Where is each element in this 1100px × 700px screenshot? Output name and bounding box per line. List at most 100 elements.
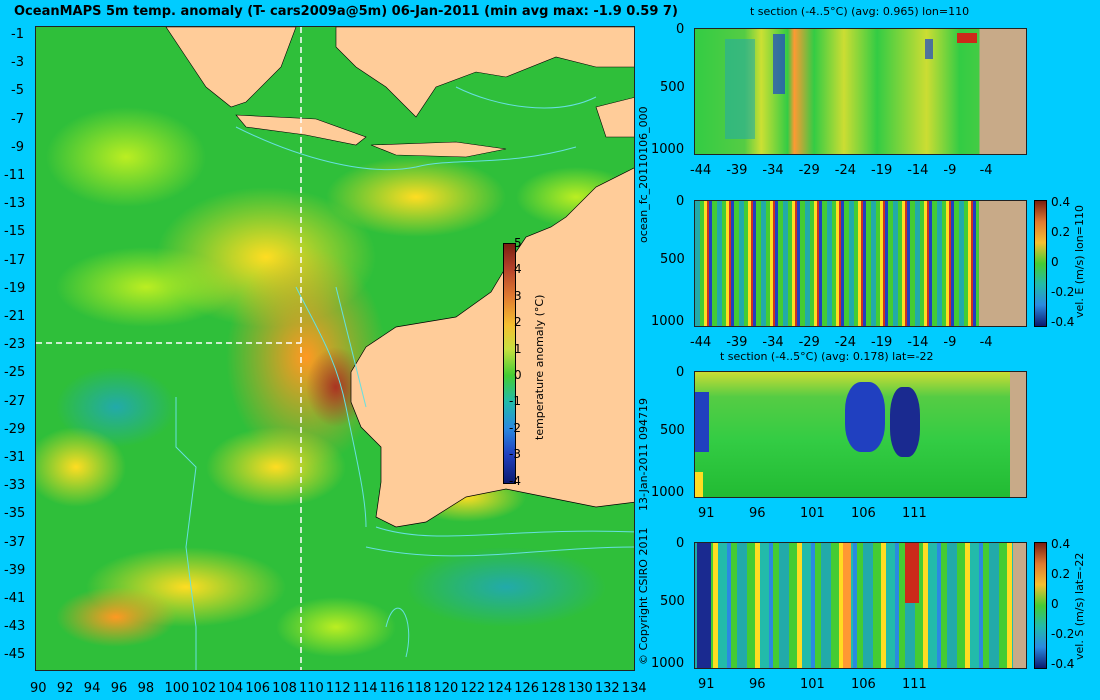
map-lat-tick: -37 (4, 534, 26, 550)
map-lat-tick: -31 (4, 450, 26, 465)
map-lat-tick: -43 (4, 619, 26, 635)
timestamp-label: 13-Jan-2011 094719 (637, 398, 650, 511)
map-lon-tick: 112 (325, 681, 351, 696)
section-depth-tick: 500 (660, 252, 685, 267)
temp-section-lon110 (694, 28, 1027, 155)
section-depth-tick: 1000 (651, 656, 685, 671)
temperature-colorbar-tick: -3 (509, 447, 521, 462)
section-axis-tick: 96 (749, 506, 766, 521)
section-axis-tick: -39 (726, 335, 748, 350)
section-colorbar-tick: 0.2 (1051, 225, 1071, 239)
temperature-colorbar-tick: 0 (514, 368, 522, 382)
map-lat-tick: -33 (4, 478, 26, 494)
map-lat-tick: -35 (4, 506, 26, 522)
temperature-colorbar-tick: -2 (509, 420, 521, 435)
map-lon-tick: 124 (487, 681, 513, 696)
section-axis-tick: -4 (979, 335, 993, 350)
section-depth-tick: 0 (676, 365, 685, 380)
vel-s-colorbar-label: vel. S (m/s) lat=-22 (1073, 552, 1086, 660)
map-lon-tick: 98 (137, 681, 155, 696)
map-lon-tick: 100 (164, 681, 190, 696)
section-colorbar-tick: 0.4 (1051, 195, 1071, 209)
section-axis-tick: -14 (907, 335, 929, 350)
map-lat-tick: -3 (11, 55, 24, 71)
map-lon-tick: 92 (56, 681, 74, 696)
temperature-colorbar-tick: 5 (514, 236, 522, 250)
section-depth-tick: 1000 (651, 485, 685, 500)
vel-e-section-lon110 (694, 200, 1027, 327)
panel3-title: t section (-4..5°C) (avg: 0.178) lat=-22 (720, 350, 934, 363)
map-lon-tick: 128 (541, 681, 566, 696)
section-axis-tick: -9 (943, 335, 957, 350)
map-lat-tick: -27 (4, 393, 26, 409)
anomaly-map (35, 26, 635, 671)
temperature-colorbar-tick: -4 (509, 473, 521, 488)
map-lat-tick: -5 (11, 83, 24, 99)
vel-e-colorbar (1034, 200, 1047, 327)
section-depth-tick: 1000 (651, 314, 685, 329)
map-lat-tick: -1 (11, 27, 24, 42)
section-depth-tick: 0 (676, 194, 685, 209)
map-lon-tick: 104 (218, 681, 244, 696)
map-lat-tick: -29 (4, 421, 26, 437)
section-axis-tick: 96 (749, 677, 766, 692)
section-depth-tick: 1000 (651, 142, 685, 157)
section-colorbar-tick: -0.2 (1051, 627, 1075, 641)
section-axis-tick: 106 (851, 677, 876, 692)
temperature-colorbar (503, 243, 516, 484)
section-axis-tick: -14 (907, 163, 929, 178)
temperature-colorbar-tick: -1 (509, 394, 521, 409)
section-axis-tick: -34 (762, 335, 784, 350)
run-id-label: ocean_fc_20110106_000 (637, 106, 650, 243)
section-colorbar-tick: 0.2 (1051, 567, 1071, 581)
map-lon-tick: 94 (83, 681, 101, 696)
section-axis-tick: 101 (800, 506, 825, 521)
map-lon-tick: 108 (272, 681, 297, 696)
temperature-colorbar-tick: 1 (514, 341, 522, 356)
section-axis-tick: -9 (943, 163, 957, 178)
map-lat-tick: -15 (4, 224, 26, 240)
section-axis-tick: 111 (902, 677, 927, 692)
temperature-colorbar-tick: 2 (514, 315, 522, 330)
map-lat-tick: -19 (4, 280, 26, 296)
section-axis-tick: -4 (979, 163, 993, 178)
map-lon-tick: 130 (568, 681, 593, 696)
section-axis-tick: -24 (834, 335, 857, 350)
section-colorbar-tick: 0.4 (1051, 537, 1071, 551)
map-lat-tick: -21 (4, 309, 26, 324)
map-title: OceanMAPS 5m temp. anomaly (T- cars2009a… (14, 4, 678, 19)
section-colorbar-tick: -0.4 (1051, 315, 1075, 329)
map-lon-tick: 120 (433, 681, 459, 696)
section-axis-tick: -19 (871, 335, 893, 350)
section-axis-tick: -19 (871, 163, 893, 178)
temperature-colorbar-label: temperature anomaly (°C) (533, 294, 546, 440)
section-depth-tick: 0 (676, 536, 685, 551)
map-lon-tick: 118 (406, 681, 432, 696)
map-lon-tick: 122 (460, 681, 486, 696)
section-depth-tick: 0 (676, 22, 685, 37)
map-lon-tick: 102 (191, 681, 217, 696)
map-lat-tick: -9 (11, 139, 24, 155)
map-lat-tick: -17 (4, 252, 26, 268)
section-axis-tick: -34 (762, 163, 784, 178)
section-colorbar-tick: -0.4 (1051, 657, 1075, 671)
section-axis-tick: -39 (726, 163, 748, 178)
map-lon-tick: 132 (594, 681, 620, 696)
map-lat-tick: -13 (4, 196, 26, 212)
map-lon-tick: 114 (352, 681, 378, 696)
section-depth-tick: 500 (660, 80, 685, 95)
section-axis-tick: -29 (798, 335, 820, 350)
section-axis-tick: 91 (698, 677, 715, 692)
map-lon-tick: 106 (245, 681, 271, 696)
map-lat-tick: -39 (4, 562, 26, 578)
section-axis-tick: -29 (798, 163, 820, 178)
vel-s-section-lat22 (694, 542, 1027, 669)
map-lat-tick: -25 (4, 365, 26, 381)
map-lat-tick: -7 (11, 111, 24, 127)
section-colorbar-tick: -0.2 (1051, 285, 1075, 299)
section-colorbar-tick: 0 (1051, 597, 1059, 611)
temp-section-lat22 (694, 371, 1027, 498)
map-lon-tick: 90 (30, 681, 47, 696)
temperature-colorbar-tick: 4 (514, 262, 522, 277)
map-lat-tick: -11 (4, 168, 26, 183)
